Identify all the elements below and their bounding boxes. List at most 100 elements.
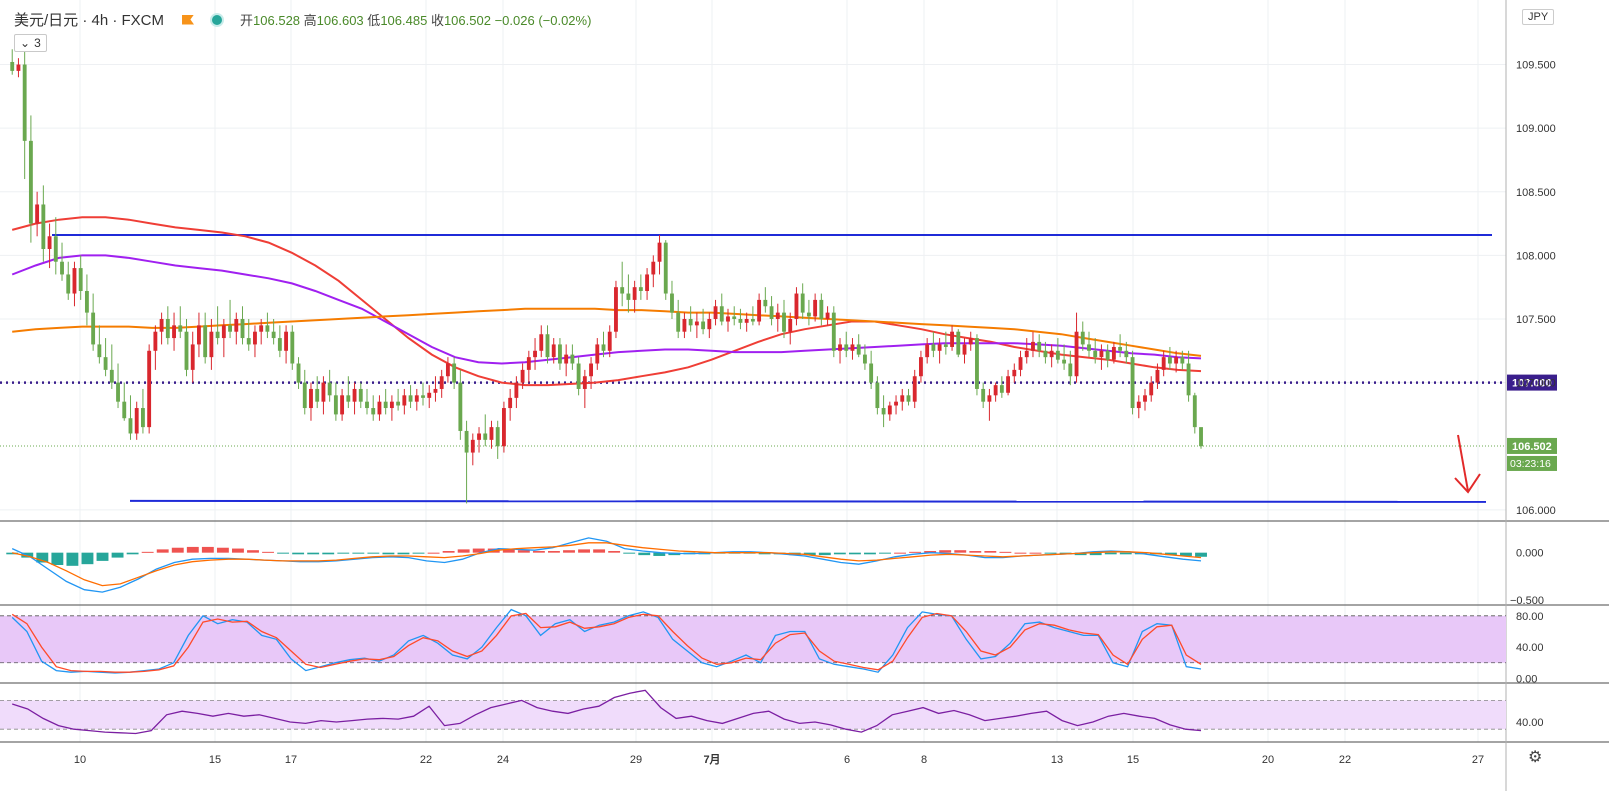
macd-histogram-bar <box>984 551 997 553</box>
candle-body <box>912 376 917 402</box>
candle-body <box>875 382 880 409</box>
candle-body <box>638 287 643 291</box>
currency-button[interactable]: JPY <box>1522 9 1555 25</box>
candle-body <box>582 376 587 389</box>
macd-histogram-bar <box>517 550 530 553</box>
candle-body <box>514 382 519 398</box>
candle-body <box>887 405 892 415</box>
macd-histogram-bar <box>1180 552 1192 556</box>
candle-body <box>620 287 625 294</box>
candle-body <box>445 363 450 377</box>
macd-histogram-bar <box>126 552 139 555</box>
rsi-line <box>12 689 1202 735</box>
candle-body <box>831 312 836 351</box>
price-tick-label: 107.500 <box>1516 314 1556 326</box>
macd-histogram-bar <box>232 548 244 553</box>
time-tick-label: 13 <box>1051 754 1063 766</box>
flag-icon[interactable] <box>182 14 195 25</box>
price-tick-label: 107.000 <box>1516 378 1556 390</box>
macd-histogram-bar <box>532 551 545 553</box>
candle-body <box>197 325 201 345</box>
candle-body <box>1167 357 1172 364</box>
indicators-collapse-button[interactable]: ⌄ 3 <box>14 34 47 52</box>
macd-histogram-bar <box>1164 552 1177 556</box>
candle-body <box>495 427 500 447</box>
candle-body <box>1105 350 1110 360</box>
last-price-label-bg <box>1507 437 1557 454</box>
macd-histogram-bar <box>818 552 831 556</box>
arrow-shaft <box>1457 434 1469 492</box>
high-value: 106.603 <box>316 13 364 28</box>
symbol-title[interactable]: 美元/日元 · 4h · FXCM <box>14 12 165 29</box>
candle-body <box>794 293 799 319</box>
macd-histogram-bar <box>969 551 982 553</box>
candle-body <box>520 369 525 383</box>
arrow-head <box>1454 473 1481 494</box>
candle-body <box>190 344 195 370</box>
candle-body <box>975 338 979 389</box>
candle-body <box>632 287 637 300</box>
candle-body <box>284 331 289 351</box>
rsi-band <box>0 700 1506 730</box>
macd-histogram-bar <box>141 551 154 553</box>
candle-body <box>246 338 251 345</box>
macd-histogram-bar <box>864 552 876 555</box>
macd-histogram-bar <box>1014 552 1027 554</box>
time-tick-label: 6 <box>844 754 850 766</box>
time-tick-label: 10 <box>74 754 86 766</box>
candle-body <box>383 401 388 409</box>
open-value: 106.528 <box>253 13 301 28</box>
candle-body <box>869 363 874 383</box>
candle-body <box>22 64 27 141</box>
macd-histogram-bar <box>262 551 274 553</box>
candle-body <box>1055 350 1060 360</box>
time-tick-label: 8 <box>921 754 927 766</box>
macd-histogram-bar <box>397 552 410 555</box>
candle-body <box>558 344 562 364</box>
candle-body <box>750 318 755 322</box>
candle-body <box>782 312 786 332</box>
macd-histogram-bar <box>457 549 470 553</box>
macd-histogram-bar <box>156 549 169 553</box>
candle-body <box>1068 363 1073 377</box>
time-tick-label: 17 <box>285 754 297 766</box>
candle-body <box>676 312 681 332</box>
stoch-tick-label: 80.00 <box>1516 611 1544 623</box>
candle-body <box>141 408 145 428</box>
candle-body <box>943 344 948 347</box>
time-tick-label: 15 <box>209 754 221 766</box>
macd-histogram-bar <box>367 552 380 554</box>
candle-body <box>327 382 332 396</box>
candle-body <box>850 344 855 351</box>
candle-body <box>1161 357 1166 370</box>
macd-histogram-bar <box>999 551 1012 553</box>
candle-body <box>28 140 33 224</box>
macd-histogram-bar <box>1119 552 1132 555</box>
candle-body <box>763 299 768 307</box>
candle-body <box>987 395 992 402</box>
candle-body <box>271 331 276 339</box>
candle-body <box>713 306 718 319</box>
macd-histogram-bar <box>894 552 907 554</box>
macd-histogram-bar <box>201 546 214 553</box>
macd-histogram-bar <box>307 552 320 555</box>
macd-pane <box>6 537 1207 593</box>
candle-body <box>1186 363 1191 396</box>
stoch-k-line <box>11 608 1202 674</box>
gear-icon[interactable]: ⚙ <box>1528 749 1543 766</box>
low-label: 低 <box>367 13 381 28</box>
axes: 109.500 109.000 108.500 108.000 107.500 107.0… <box>74 60 1556 766</box>
price-tick-label: 109.500 <box>1516 60 1556 72</box>
candle-body <box>757 299 762 322</box>
candle-body <box>576 363 581 389</box>
candle-body <box>1099 350 1104 358</box>
candle-body <box>315 388 320 402</box>
candle-body <box>564 354 569 364</box>
macd-histogram-bar <box>803 552 816 556</box>
candle-body <box>838 344 842 351</box>
candle-body <box>1093 350 1098 358</box>
candle-body <box>968 338 973 345</box>
candle-body <box>657 242 662 262</box>
macd-line <box>11 537 1202 593</box>
